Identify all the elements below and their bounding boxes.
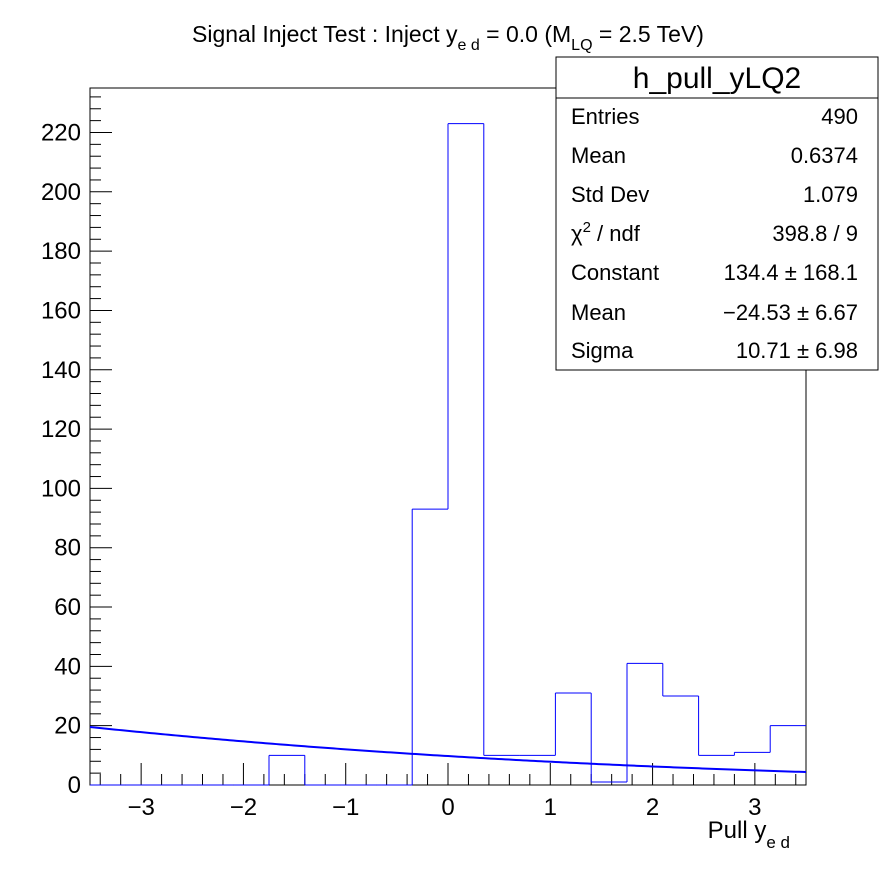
stats-label-chi2: χ2 / ndf xyxy=(571,219,641,246)
y-tick-label: 220 xyxy=(41,119,81,146)
stats-label-chi-rest: / ndf xyxy=(591,221,641,246)
stats-value-mean: 0.6374 xyxy=(791,143,858,168)
y-tick-label: 200 xyxy=(41,179,81,206)
y-tick-label: 40 xyxy=(54,653,81,680)
title-sub1: e d xyxy=(458,37,480,54)
x-tick-label: −3 xyxy=(127,794,154,821)
y-tick-label: 180 xyxy=(41,238,81,265)
title-sub2: LQ xyxy=(571,37,592,54)
stats-value-entries: 490 xyxy=(821,104,858,129)
stats-value-stddev: 1.079 xyxy=(803,182,858,207)
y-tick-label: 80 xyxy=(54,535,81,562)
chart-title: Signal Inject Test : Inject ye d = 0.0 (… xyxy=(192,21,704,54)
y-tick-label: 100 xyxy=(41,475,81,502)
stats-label-constant: Constant xyxy=(571,260,659,285)
y-tick-label: 60 xyxy=(54,594,81,621)
y-tick-label: 0 xyxy=(68,772,81,799)
histogram-bins xyxy=(90,123,806,786)
stats-label-stddev: Std Dev xyxy=(571,182,649,207)
y-tick-label: 120 xyxy=(41,416,81,443)
stats-value-fit-mean: −24.53 ± 6.67 xyxy=(723,300,858,325)
stats-box-title: h_pull_yLQ2 xyxy=(633,62,801,95)
gaussian-fit-line xyxy=(89,726,807,774)
stats-label-entries: Entries xyxy=(571,104,639,129)
y-tick-label: 140 xyxy=(41,357,81,384)
stats-box-frame xyxy=(555,56,879,371)
x-tick-label: 1 xyxy=(544,794,557,821)
stats-label-mean: Mean xyxy=(571,143,626,168)
stats-value-constant: 134.4 ± 168.1 xyxy=(724,260,858,285)
x-tick-label: 0 xyxy=(441,794,454,821)
stats-value-chi2: 398.8 / 9 xyxy=(772,221,858,246)
x-axis: −3 −2 −1 0 1 2 3 xyxy=(99,763,797,821)
fit-curve xyxy=(89,726,807,774)
stats-label-fit-mean: Mean xyxy=(571,300,626,325)
x-axis-label-main: Pull y xyxy=(708,817,767,844)
y-axis: 0 20 40 60 80 100 120 140 160 180 200 220 xyxy=(41,96,112,799)
y-tick-label: 160 xyxy=(41,297,81,324)
stats-value-sigma: 10.71 ± 6.98 xyxy=(736,338,858,363)
x-tick-label: −1 xyxy=(332,794,359,821)
title-mid: = 0.0 (M xyxy=(480,21,571,47)
stats-label-chi-sup: 2 xyxy=(583,219,591,236)
x-tick-label: −2 xyxy=(230,794,257,821)
x-axis-label: Pull ye d xyxy=(708,817,790,852)
y-tick-label: 20 xyxy=(54,713,81,740)
x-axis-label-sub: e d xyxy=(766,833,790,852)
stats-label-chi: χ xyxy=(571,221,583,246)
stats-box: h_pull_yLQ2 Entries 490 Mean 0.6374 Std … xyxy=(555,56,879,371)
title-post: = 2.5 TeV) xyxy=(593,21,704,47)
x-tick-label: 2 xyxy=(646,794,659,821)
title-pre: Signal Inject Test : Inject y xyxy=(192,21,458,47)
x-tick-label: 3 xyxy=(748,794,761,821)
stats-label-sigma: Sigma xyxy=(571,338,634,363)
